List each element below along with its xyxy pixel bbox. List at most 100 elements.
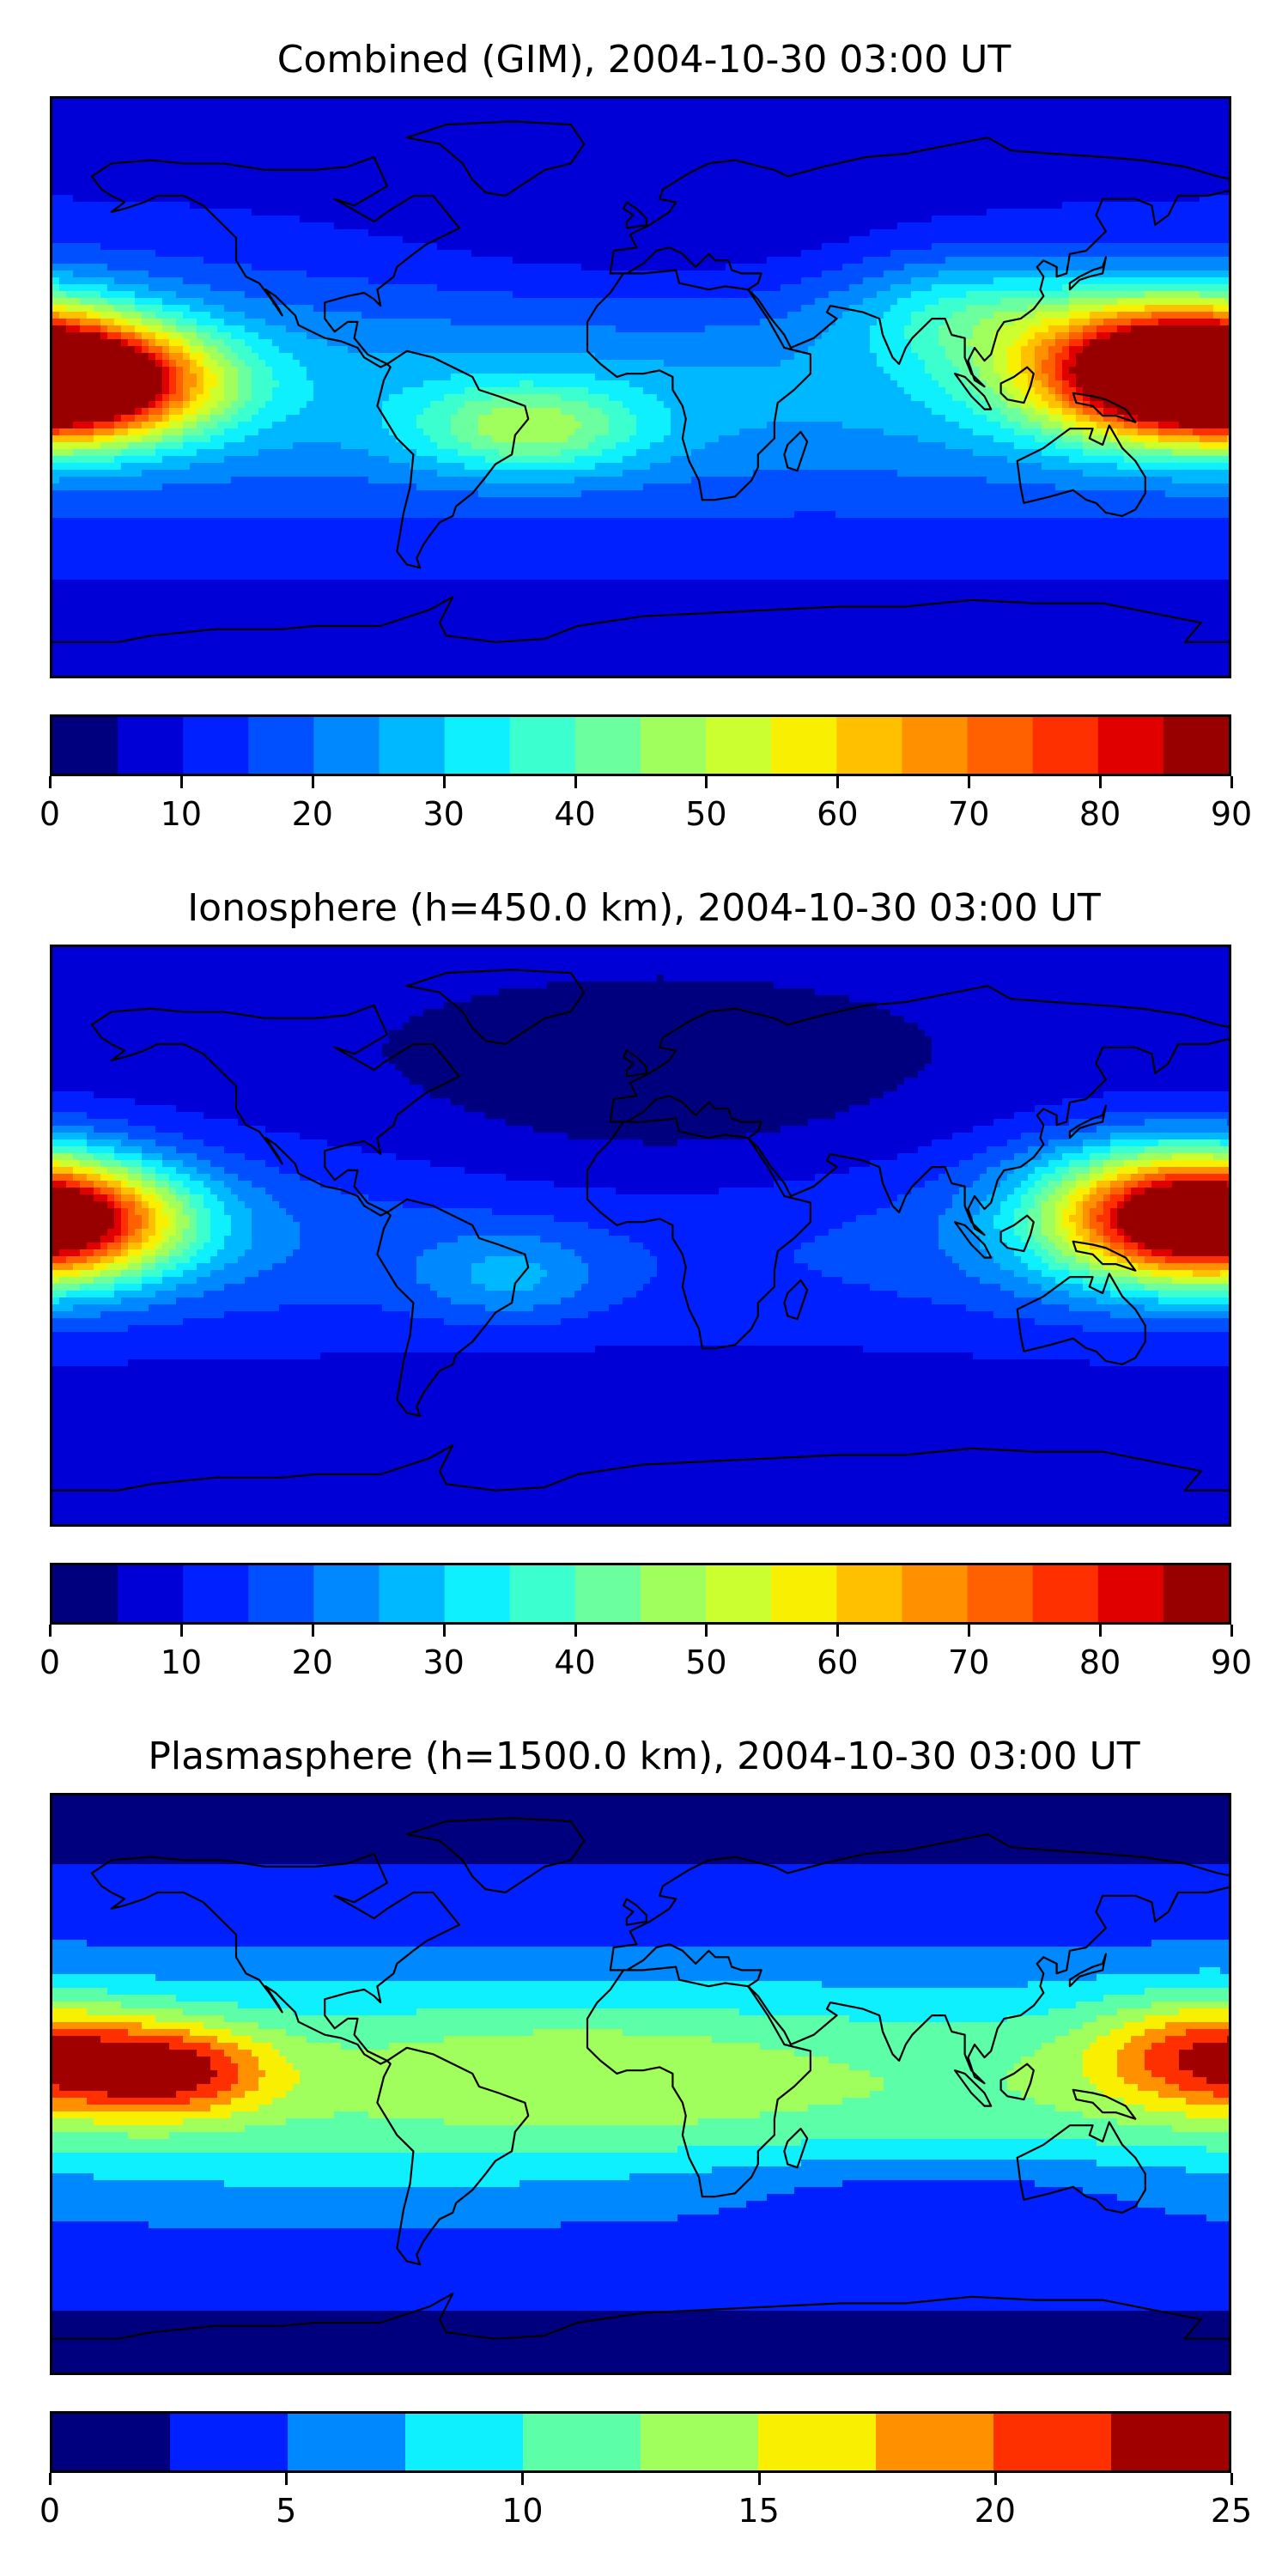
tick-mark <box>179 776 183 788</box>
coastline <box>52 1443 1229 1492</box>
coastline <box>999 2063 1035 2101</box>
colorbar-plasmasphere <box>50 2411 1231 2473</box>
tick-label: 80 <box>1079 1643 1121 1681</box>
panel-title: Plasmasphere (h=1500.0 km), 2004-10-30 0… <box>0 1735 1288 1779</box>
tick-label: 50 <box>685 795 726 833</box>
tick-label: 10 <box>501 2492 543 2530</box>
coastline <box>783 1279 809 1321</box>
coastline <box>609 985 1229 1236</box>
colorbar-segment <box>509 717 576 774</box>
tec-map-plasmasphere <box>50 1793 1231 2375</box>
tec-field <box>52 947 1229 1524</box>
tick-label: 80 <box>1079 795 1121 833</box>
coastline <box>376 1198 530 1418</box>
coastline <box>1016 2121 1146 2214</box>
tick-mark <box>49 776 52 788</box>
colorbar-segment <box>706 717 773 774</box>
tick-label: 25 <box>1211 2492 1252 2530</box>
colorbar-segment <box>379 717 446 774</box>
coastline <box>1068 1104 1108 1139</box>
coastline <box>586 1117 812 1350</box>
colorbar-segment <box>313 1565 380 1622</box>
coastline <box>783 430 809 472</box>
coastlines <box>52 120 1229 643</box>
panel-title: Combined (GIM), 2004-10-30 03:00 UT <box>0 38 1288 82</box>
tick-mark <box>574 776 577 788</box>
tick-label: 10 <box>161 795 202 833</box>
tick-mark <box>311 1625 314 1637</box>
colorbar-segment <box>574 1565 641 1622</box>
coastline <box>376 349 530 569</box>
tick-label: 20 <box>292 1643 333 1681</box>
coastline <box>622 1898 647 1926</box>
tick-label: 70 <box>948 1643 989 1681</box>
colorbar-segment <box>1111 2414 1229 2470</box>
coastline <box>90 1852 461 2065</box>
colorbar-segment <box>967 717 1034 774</box>
coastline <box>1072 392 1137 423</box>
colorbar-canvas <box>52 1565 1229 1622</box>
tick-mark <box>1230 1625 1233 1637</box>
colorbar-segment <box>248 1565 315 1622</box>
map-canvas <box>52 99 1229 676</box>
tick-mark <box>836 776 840 788</box>
colorbar-segment <box>509 1565 576 1622</box>
colorbar-segment <box>641 2414 759 2470</box>
tick-label: 20 <box>975 2492 1016 2530</box>
coastline <box>953 2069 993 2107</box>
tick-mark <box>1230 2473 1233 2485</box>
tick-label: 0 <box>39 1643 60 1681</box>
tick-mark <box>285 2473 289 2485</box>
coastlines <box>52 1817 1229 2340</box>
coastline <box>609 1833 1229 2085</box>
colorbar-ticks: 0 5 10 15 20 25 <box>39 2473 1252 2530</box>
colorbar-segment <box>405 2414 524 2470</box>
colorbar-combined <box>50 714 1231 776</box>
colorbar-segment <box>836 717 903 774</box>
coastline <box>586 269 812 501</box>
tick-mark <box>705 776 708 788</box>
coastline <box>376 2046 530 2266</box>
colorbar-segment <box>758 2414 877 2470</box>
tick-label: 0 <box>39 2492 60 2530</box>
colorbar-segment <box>170 2414 289 2470</box>
coastline <box>90 155 461 368</box>
tick-mark <box>49 1625 52 1637</box>
tick-label: 50 <box>685 1643 726 1681</box>
coastlines <box>52 969 1229 1492</box>
map-canvas <box>52 947 1229 1524</box>
tick-mark <box>836 1625 840 1637</box>
coastline <box>1068 256 1108 291</box>
tick-label: 90 <box>1211 795 1252 833</box>
tick-label: 90 <box>1211 1643 1252 1681</box>
tick-label: 20 <box>292 795 333 833</box>
tick-label: 60 <box>817 795 858 833</box>
tick-mark <box>1230 776 1233 788</box>
tick-label: 10 <box>161 1643 202 1681</box>
coastline <box>953 1221 993 1259</box>
colorbar-segment <box>1163 1565 1229 1622</box>
tick-mark <box>442 1625 446 1637</box>
tick-label: 40 <box>554 795 595 833</box>
colorbar-segment <box>118 1565 185 1622</box>
coastline <box>52 2292 1229 2340</box>
colorbar-segment <box>836 1565 903 1622</box>
map-canvas <box>52 1795 1229 2372</box>
colorbar-segment <box>183 717 250 774</box>
colorbar-segment <box>641 1565 707 1622</box>
coastline <box>609 137 1229 388</box>
colorbar-segment <box>993 2414 1112 2470</box>
tick-mark <box>968 1625 971 1637</box>
colorbar-segment <box>52 717 118 774</box>
colorbar-ionosphere <box>50 1563 1231 1625</box>
coastline <box>90 1004 461 1217</box>
tick-label: 15 <box>738 2492 779 2530</box>
tick-mark <box>1099 1625 1103 1637</box>
tec-field <box>52 99 1229 676</box>
tick-mark <box>993 2473 997 2485</box>
colorbar-segment <box>574 717 641 774</box>
colorbar-segment <box>313 717 380 774</box>
colorbar-segment <box>444 1565 511 1622</box>
tick-mark <box>311 776 314 788</box>
colorbar-segment <box>706 1565 773 1622</box>
